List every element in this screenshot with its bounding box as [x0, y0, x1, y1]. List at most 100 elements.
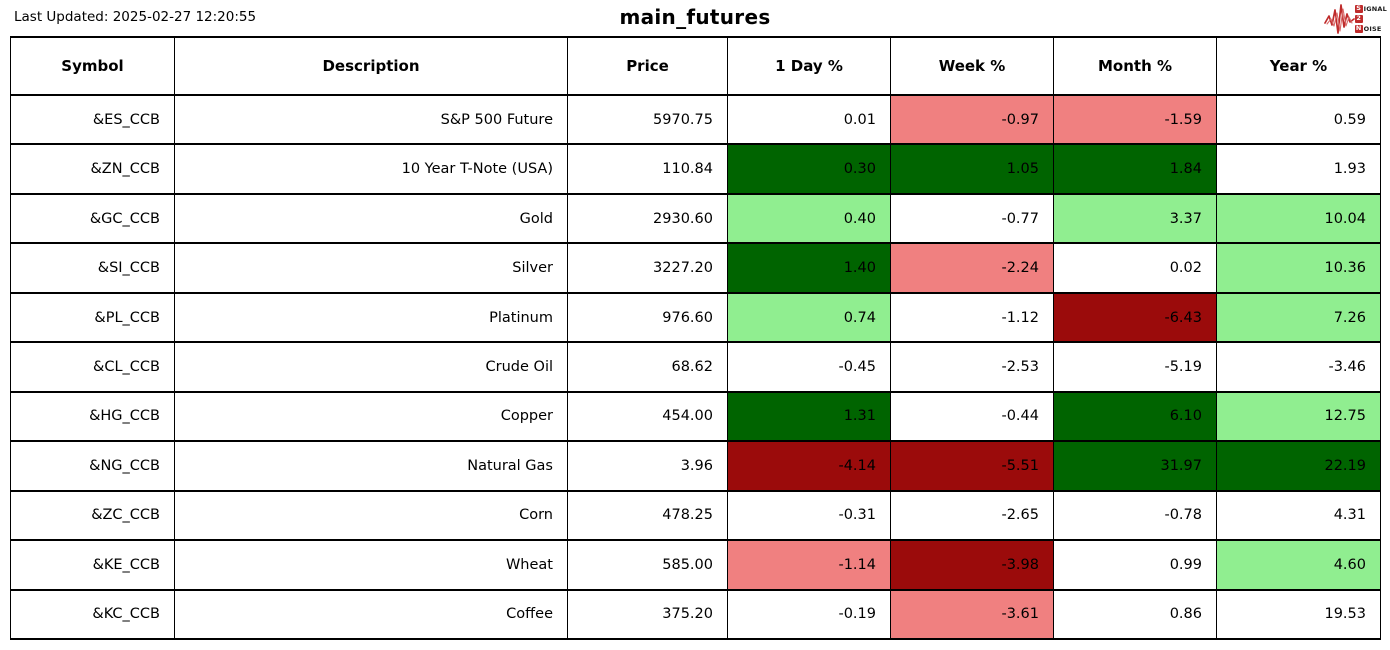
- price-cell: 976.60: [567, 291, 728, 344]
- description-cell: Corn: [174, 489, 568, 542]
- description-cell: Coffee: [174, 588, 568, 641]
- month-change-cell: -0.78: [1053, 489, 1217, 542]
- table-row: &ZC_CCB Corn 478.25 -0.31 -2.65 -0.78 4.31: [10, 489, 1381, 542]
- price-cell: 2930.60: [567, 192, 728, 245]
- column-header-1-day: 1 Day %: [727, 36, 891, 96]
- symbol-cell: &CL_CCB: [10, 341, 175, 393]
- week-change-cell: -0.44: [890, 390, 1054, 443]
- week-change-cell: -1.12: [890, 291, 1054, 344]
- price-cell: 5970.75: [567, 93, 728, 146]
- week-change-cell: 1.05: [890, 143, 1054, 195]
- week-change-cell: -2.53: [890, 341, 1054, 393]
- table-row: &HG_CCB Copper 454.00 1.31 -0.44 6.10 12.75: [10, 390, 1381, 443]
- week-change-cell: -5.51: [890, 440, 1054, 492]
- top-bar: Last Updated: 2025-02-27 12:20:55 main_f…: [0, 0, 1390, 36]
- price-cell: 110.84: [567, 143, 728, 195]
- symbol-cell: &PL_CCB: [10, 291, 175, 344]
- table-row: &CL_CCB Crude Oil 68.62 -0.45 -2.53 -5.19 -3.4…: [10, 341, 1381, 393]
- table-row: &KE_CCB Wheat 585.00 -1.14 -3.98 0.99 4.60: [10, 539, 1381, 591]
- month-change-cell: -6.43: [1053, 291, 1217, 344]
- year-change-cell: 4.60: [1216, 539, 1381, 591]
- signal2noise-logo: S IGNAL 2 N OISE: [1323, 2, 1387, 35]
- day-change-cell: -0.31: [727, 489, 891, 542]
- month-change-cell: 3.37: [1053, 192, 1217, 245]
- description-cell: Natural Gas: [174, 440, 568, 492]
- day-change-cell: 1.40: [727, 242, 891, 294]
- year-change-cell: 12.75: [1216, 390, 1381, 443]
- year-change-cell: 10.04: [1216, 192, 1381, 245]
- week-change-cell: -0.97: [890, 93, 1054, 146]
- week-change-cell: -2.24: [890, 242, 1054, 294]
- description-cell: Platinum: [174, 291, 568, 344]
- day-change-cell: -0.45: [727, 341, 891, 393]
- year-change-cell: -3.46: [1216, 341, 1381, 393]
- description-cell: Gold: [174, 192, 568, 245]
- month-change-cell: 0.99: [1053, 539, 1217, 591]
- week-change-cell: -3.98: [890, 539, 1054, 591]
- last-updated-text: Last Updated: 2025-02-27 12:20:55: [14, 9, 257, 25]
- symbol-cell: &SI_CCB: [10, 242, 175, 294]
- week-change-cell: -0.77: [890, 192, 1054, 245]
- column-header-symbol: Symbol: [10, 36, 175, 96]
- year-change-cell: 19.53: [1216, 588, 1381, 641]
- day-change-cell: 1.31: [727, 390, 891, 443]
- table-row: &ZN_CCB 10 Year T-Note (USA) 110.84 0.30 1.0…: [10, 143, 1381, 195]
- year-change-cell: 0.59: [1216, 93, 1381, 146]
- year-change-cell: 1.93: [1216, 143, 1381, 195]
- year-change-cell: 4.31: [1216, 489, 1381, 542]
- day-change-cell: 0.74: [727, 291, 891, 344]
- description-cell: S&P 500 Future: [174, 93, 568, 146]
- year-change-cell: 10.36: [1216, 242, 1381, 294]
- day-change-cell: 0.40: [727, 192, 891, 245]
- table-row: &GC_CCB Gold 2930.60 0.40 -0.77 3.37 10.04: [10, 192, 1381, 245]
- table-row: &KC_CCB Coffee 375.20 -0.19 -3.61 0.86 19.53: [10, 588, 1381, 641]
- day-change-cell: -4.14: [727, 440, 891, 492]
- day-change-cell: -1.14: [727, 539, 891, 591]
- day-change-cell: 0.01: [727, 93, 891, 146]
- month-change-cell: -1.59: [1053, 93, 1217, 146]
- symbol-cell: &KC_CCB: [10, 588, 175, 641]
- price-cell: 375.20: [567, 588, 728, 641]
- description-cell: Crude Oil: [174, 341, 568, 393]
- logo-letter-s: S: [1354, 4, 1363, 13]
- price-cell: 3227.20: [567, 242, 728, 294]
- month-change-cell: -5.19: [1053, 341, 1217, 393]
- logo-letter-n: N: [1354, 24, 1363, 33]
- price-cell: 3.96: [567, 440, 728, 492]
- price-cell: 585.00: [567, 539, 728, 591]
- table-row: &NG_CCB Natural Gas 3.96 -4.14 -5.51 31.97 22.…: [10, 440, 1381, 492]
- year-change-cell: 7.26: [1216, 291, 1381, 344]
- day-change-cell: -0.19: [727, 588, 891, 641]
- description-cell: Wheat: [174, 539, 568, 591]
- ecg-waveform-icon: [1323, 2, 1358, 35]
- month-change-cell: 0.02: [1053, 242, 1217, 294]
- symbol-cell: &ZC_CCB: [10, 489, 175, 542]
- page-title: main_futures: [619, 5, 771, 29]
- month-change-cell: 0.86: [1053, 588, 1217, 641]
- symbol-cell: &GC_CCB: [10, 192, 175, 245]
- description-cell: 10 Year T-Note (USA): [174, 143, 568, 195]
- week-change-cell: -2.65: [890, 489, 1054, 542]
- price-cell: 68.62: [567, 341, 728, 393]
- description-cell: Silver: [174, 242, 568, 294]
- month-change-cell: 31.97: [1053, 440, 1217, 492]
- logo-text-oise: OISE: [1363, 24, 1382, 33]
- logo-text: S IGNAL 2 N OISE: [1354, 4, 1387, 34]
- logo-letter-2: 2: [1354, 14, 1363, 23]
- table-row: &SI_CCB Silver 3227.20 1.40 -2.24 0.02 10.36: [10, 242, 1381, 294]
- column-header-month: Month %: [1053, 36, 1217, 96]
- column-header-week: Week %: [890, 36, 1054, 96]
- description-cell: Copper: [174, 390, 568, 443]
- symbol-cell: &HG_CCB: [10, 390, 175, 443]
- price-cell: 478.25: [567, 489, 728, 542]
- symbol-cell: &KE_CCB: [10, 539, 175, 591]
- table-row: &PL_CCB Platinum 976.60 0.74 -1.12 -6.43 7.26: [10, 291, 1381, 344]
- logo-text-ignal: IGNAL: [1363, 4, 1387, 13]
- symbol-cell: &NG_CCB: [10, 440, 175, 492]
- month-change-cell: 6.10: [1053, 390, 1217, 443]
- symbol-cell: &ES_CCB: [10, 93, 175, 146]
- symbol-cell: &ZN_CCB: [10, 143, 175, 195]
- day-change-cell: 0.30: [727, 143, 891, 195]
- column-header-year: Year %: [1216, 36, 1381, 96]
- price-cell: 454.00: [567, 390, 728, 443]
